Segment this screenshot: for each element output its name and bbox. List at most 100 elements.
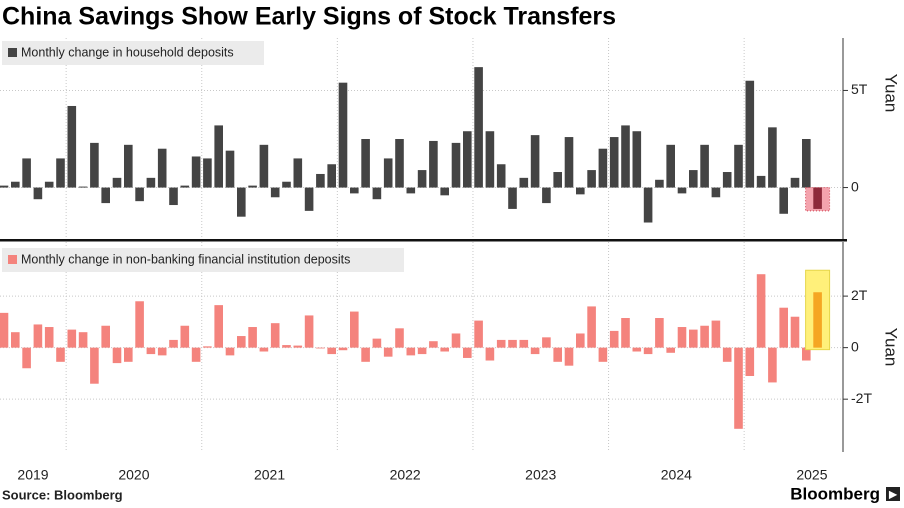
- bar: [756, 175, 766, 188]
- bar: [429, 140, 438, 188]
- bar: [338, 347, 348, 351]
- bar: [677, 187, 687, 194]
- bar: [643, 347, 653, 355]
- bar: [451, 333, 461, 348]
- bar: [327, 347, 336, 355]
- bar: [44, 327, 54, 348]
- panel-divider: [0, 239, 847, 242]
- bar: [440, 187, 449, 196]
- bar: [157, 148, 167, 188]
- bar: [101, 325, 110, 348]
- bar: [282, 345, 291, 348]
- bar: [417, 170, 427, 188]
- bar: [519, 177, 529, 188]
- bar: [157, 347, 167, 356]
- bar: [248, 327, 257, 348]
- bar: [90, 142, 99, 188]
- bar: [768, 347, 777, 383]
- bar: [553, 347, 562, 362]
- bar: [530, 347, 540, 355]
- bar: [361, 347, 370, 362]
- bar: [90, 347, 99, 384]
- legend-box: [2, 41, 264, 65]
- bar: [248, 185, 257, 188]
- bar: [406, 347, 416, 356]
- bar: [711, 187, 721, 198]
- bar: [169, 339, 178, 348]
- bar: [576, 333, 585, 348]
- y-tick-label: 0: [851, 178, 859, 194]
- bar: [124, 347, 133, 362]
- bar: [180, 185, 190, 188]
- bar: [270, 187, 280, 198]
- bar: [621, 125, 630, 188]
- bar: [56, 347, 65, 362]
- bar: [372, 338, 382, 348]
- bar: [101, 187, 110, 204]
- bar: [576, 187, 585, 195]
- bar: [270, 323, 280, 348]
- bar: [146, 177, 156, 188]
- legend-label: Monthly change in household deposits: [21, 45, 234, 59]
- bar: [598, 347, 608, 362]
- bar: [112, 347, 122, 364]
- bar: [768, 127, 777, 188]
- bar: [259, 347, 269, 352]
- bar: [33, 324, 43, 348]
- bar: [587, 170, 596, 188]
- bar: [677, 327, 687, 348]
- x-tick-label: 2019: [17, 467, 48, 483]
- bar: [56, 158, 65, 188]
- x-tick-label: 2025: [796, 467, 827, 483]
- bar: [598, 148, 608, 188]
- bar: [361, 139, 370, 188]
- bar: [203, 158, 212, 188]
- bar: [0, 185, 9, 188]
- x-tick-label: 2023: [525, 467, 556, 483]
- bar: [689, 170, 698, 188]
- bar: [496, 164, 506, 188]
- bar: [180, 325, 190, 348]
- legend-box: [2, 248, 404, 272]
- bar: [350, 311, 359, 348]
- bar: [734, 347, 743, 429]
- logo-icon-mark: ▶: [888, 490, 898, 501]
- bar: [11, 332, 20, 348]
- bar: [112, 177, 122, 188]
- bar: [135, 301, 144, 348]
- y-tick-label: 0: [851, 338, 859, 354]
- bar: [237, 187, 246, 217]
- bar: [813, 187, 822, 209]
- bar: [485, 131, 495, 188]
- bar: [790, 316, 800, 348]
- bar: [237, 336, 246, 348]
- bar: [22, 158, 31, 188]
- bar: [655, 318, 664, 348]
- bar: [485, 347, 495, 361]
- bar: [214, 305, 223, 348]
- bar: [519, 339, 529, 348]
- y-axis-label: Yuan: [882, 74, 901, 113]
- bar: [395, 328, 404, 348]
- bar: [44, 181, 54, 188]
- bar: [191, 347, 201, 362]
- bar: [350, 187, 359, 194]
- bar: [655, 179, 664, 188]
- bar: [474, 67, 483, 188]
- bar: [530, 135, 540, 188]
- bar: [542, 337, 551, 348]
- bar: [632, 131, 642, 188]
- bar: [316, 173, 325, 188]
- bar: [745, 80, 755, 188]
- x-tick-label: 2021: [254, 467, 285, 483]
- x-tick-label: 2022: [390, 467, 421, 483]
- bar: [496, 339, 506, 348]
- x-tick-label: 2020: [118, 467, 149, 483]
- bar: [756, 274, 766, 348]
- bar: [564, 137, 574, 188]
- bar: [564, 347, 574, 366]
- bar: [700, 325, 709, 348]
- bar: [33, 187, 43, 200]
- bar: [316, 347, 325, 349]
- bar: [372, 187, 382, 200]
